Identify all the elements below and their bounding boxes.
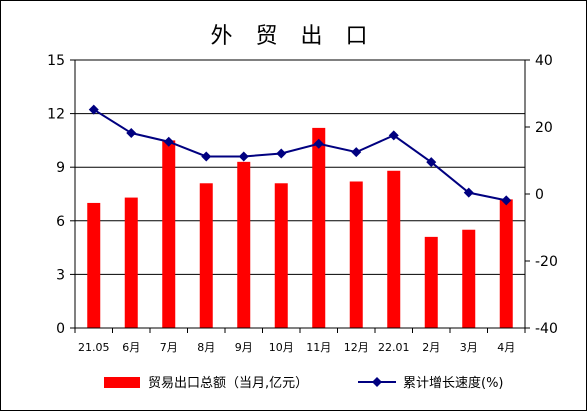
line-point <box>201 151 212 162</box>
legend-bar-swatch <box>104 377 140 388</box>
bar <box>199 183 213 328</box>
x-tick-label: 10月 <box>269 341 294 354</box>
right-tick-label: 20 <box>535 120 553 136</box>
line-point <box>163 136 174 147</box>
left-axis-ticks: 0 3 6 9 12 15 <box>47 53 75 337</box>
x-tick-label: 4月 <box>497 341 515 354</box>
legend-line-marker <box>372 377 382 387</box>
gridlines <box>75 113 525 275</box>
bar <box>312 127 326 328</box>
line-point <box>501 195 512 206</box>
line-point <box>126 128 137 139</box>
x-tick-label: 9月 <box>235 341 253 354</box>
right-tick-label: 40 <box>535 53 553 69</box>
bar <box>162 140 176 328</box>
left-tick-label: 12 <box>47 107 65 123</box>
bar <box>424 236 438 328</box>
line-point <box>238 151 249 162</box>
x-tick-label: 8月 <box>197 341 215 354</box>
line-point <box>388 130 399 141</box>
x-tick-label: 22.01 <box>378 341 410 354</box>
legend-bar-label: 贸易出口总额（当月,亿元） <box>148 376 308 391</box>
x-tick-label: 21.05 <box>78 341 110 354</box>
line-point <box>313 138 324 149</box>
left-tick-label: 3 <box>56 267 65 283</box>
right-axis-ticks: -40 -20 0 20 40 <box>525 53 558 337</box>
line-point <box>463 187 474 198</box>
right-tick-label: -40 <box>535 321 558 337</box>
x-axis-ticks: 21.05 6月 7月 8月 9月 10月 11月 12月 22.01 2月 3月 4月 <box>74 328 526 354</box>
bar <box>499 199 513 328</box>
legend-line-label: 累计增长速度(%) <box>403 375 504 391</box>
line-point <box>351 147 362 158</box>
x-tick-label: 6月 <box>122 341 140 354</box>
bar <box>274 183 288 328</box>
left-tick-label: 9 <box>56 160 65 176</box>
axes <box>74 59 526 329</box>
right-tick-label: -20 <box>535 254 558 270</box>
x-tick-label: 7月 <box>160 341 178 354</box>
x-tick-label: 2月 <box>422 341 440 354</box>
bar <box>462 229 476 328</box>
left-tick-label: 6 <box>56 214 65 230</box>
line-point <box>88 104 99 115</box>
right-tick-label: 0 <box>535 187 544 203</box>
left-tick-label: 15 <box>47 53 65 69</box>
left-tick-label: 0 <box>56 321 65 337</box>
legend: 贸易出口总额（当月,亿元） 累计增长速度(%) <box>104 375 504 391</box>
bar <box>237 161 251 328</box>
bar <box>124 197 138 328</box>
x-tick-label: 3月 <box>460 341 478 354</box>
bar <box>387 170 401 328</box>
series-line <box>93 108 507 202</box>
line-series <box>88 104 512 206</box>
plot-area-border <box>74 59 526 329</box>
bar <box>349 181 363 328</box>
chart-title: 外 贸 出 口 <box>211 24 376 49</box>
bar <box>87 202 101 328</box>
line-point <box>276 148 287 159</box>
line-point <box>426 157 437 168</box>
bar-series <box>87 127 513 328</box>
x-tick-label: 11月 <box>306 341 331 354</box>
x-tick-label: 12月 <box>344 341 369 354</box>
